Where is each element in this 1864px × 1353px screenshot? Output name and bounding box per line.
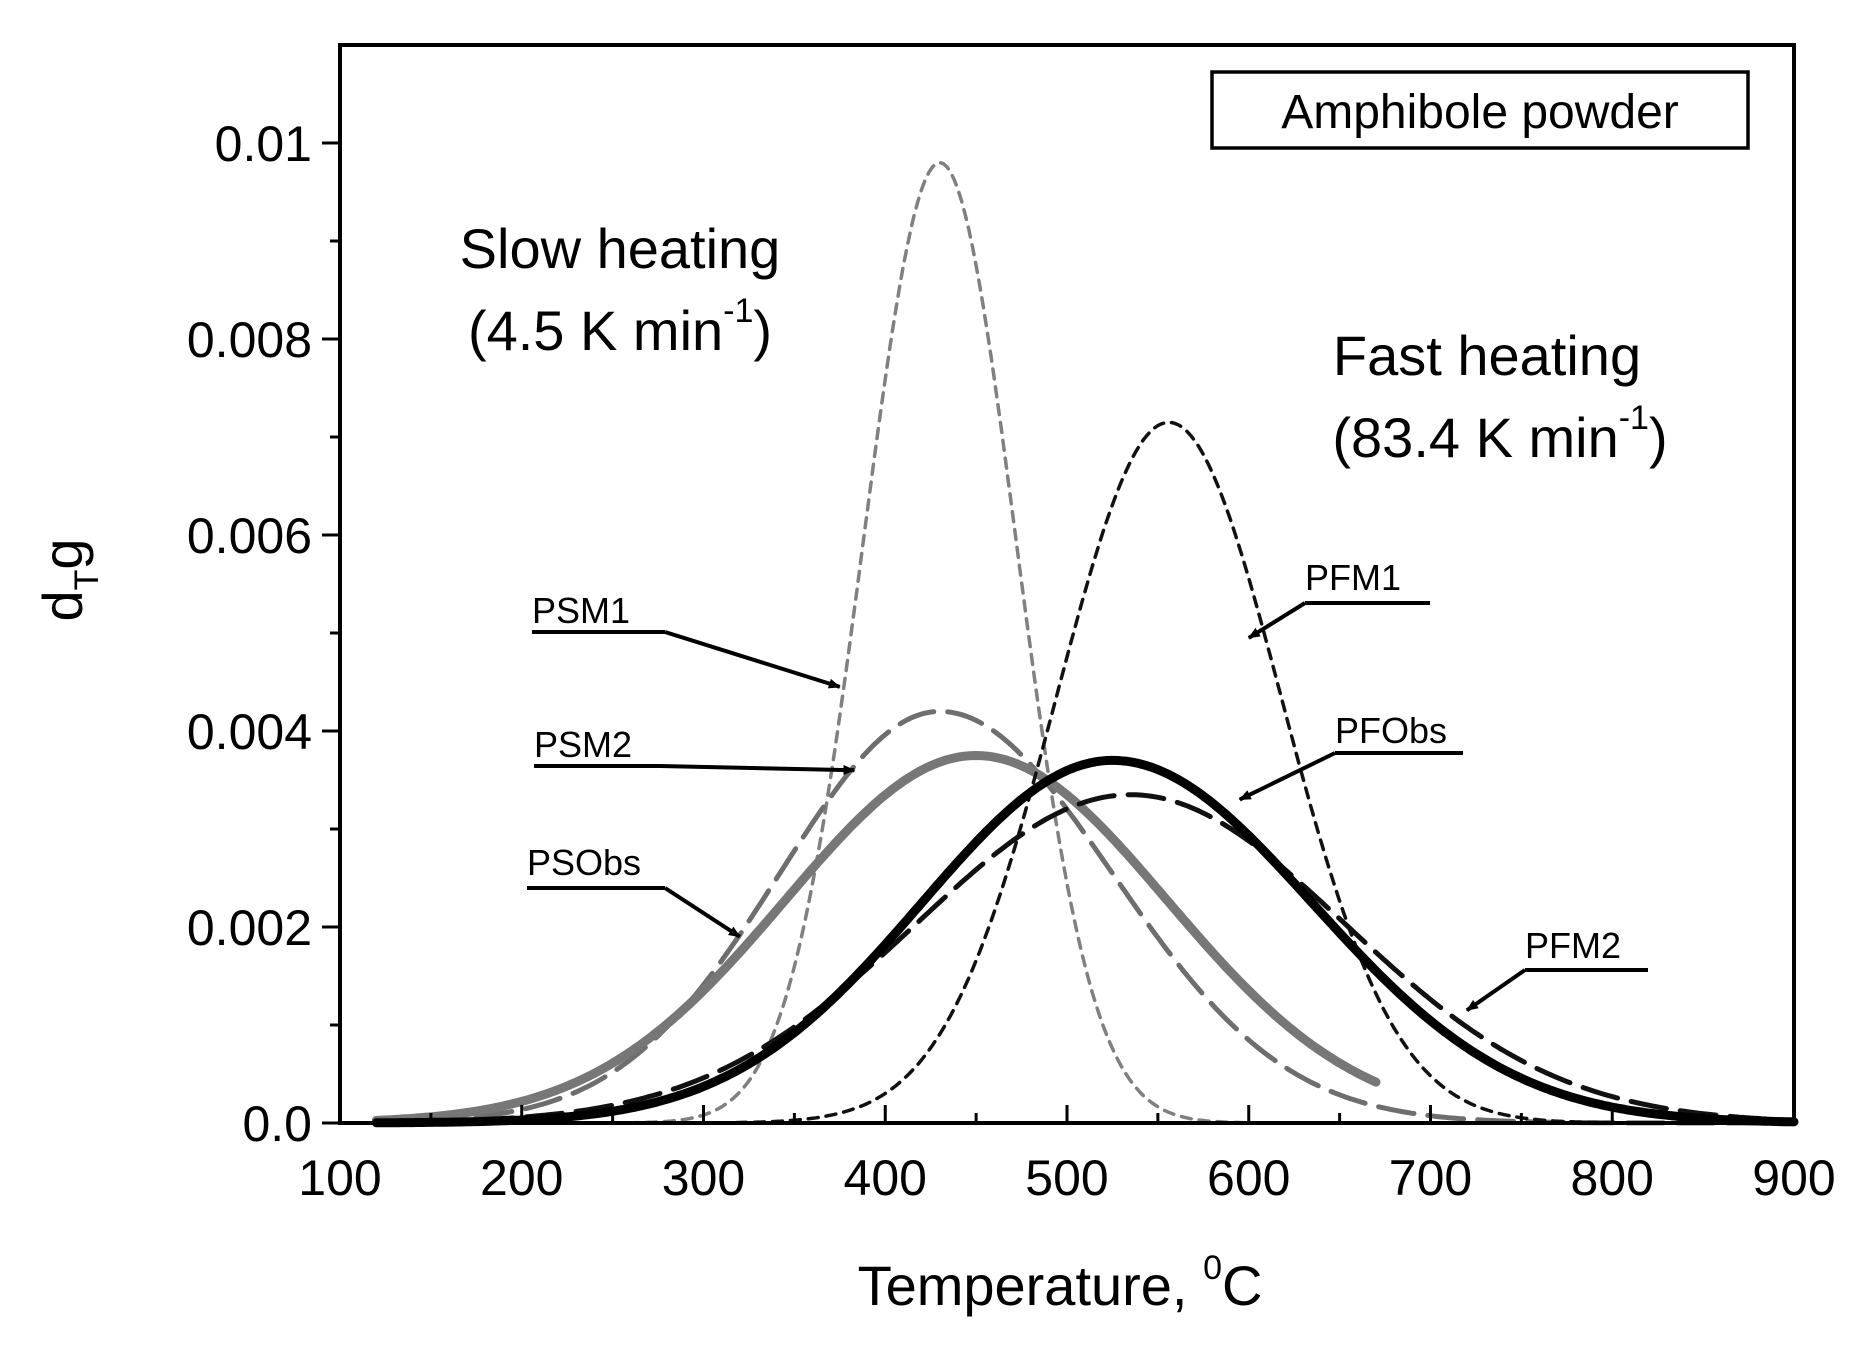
curve-label-text: PFM2 (1525, 925, 1621, 966)
x-axis-title: Temperature, 0C (858, 1249, 1263, 1317)
curve-label-arrow (659, 764, 856, 775)
curve-label-text: PSObs (527, 842, 641, 883)
x-tick-label: 200 (480, 1150, 563, 1206)
legend-text: Amphibole powder (1281, 86, 1679, 139)
series-psobs (371, 751, 1381, 1125)
curve-label-pfobs: PFObs (1238, 710, 1463, 802)
curve-label-arrow (1247, 601, 1307, 640)
x-tick-label: 300 (662, 1150, 745, 1206)
x-tick-label: 400 (844, 1150, 927, 1206)
curve-label-arrow (664, 630, 841, 689)
curve-label-text: PSM2 (534, 724, 632, 765)
series-pfobs (371, 755, 1799, 1128)
curve-label-pfm1: PFM1 (1247, 557, 1430, 640)
curve-label-text: PSM1 (532, 590, 630, 631)
curve-label-arrow (1465, 968, 1527, 1012)
y-axis-ticks: 0.0 0.002 0.004 0.006 0.008 0.01 (187, 116, 340, 1152)
x-tick-label: 700 (1389, 1150, 1472, 1206)
fast-heating-rate: (83.4 K min-1) (1332, 399, 1667, 469)
curve-label-text: PFM1 (1305, 557, 1401, 598)
x-tick-label: 600 (1207, 1150, 1290, 1206)
curve-label-psm2: PSM2 (534, 724, 856, 775)
x-axis-ticks: 100 200 300 400 500 600 700 800 900 (298, 1105, 1836, 1206)
x-tick-label: 900 (1752, 1150, 1835, 1206)
y-tick-label: 0.008 (187, 312, 312, 368)
y-tick-label: 0.002 (187, 900, 312, 956)
curve-label-psm1: PSM1 (532, 590, 841, 689)
y-tick-label: 0.0 (242, 1096, 312, 1152)
y-axis-title: dTg (31, 538, 106, 621)
fast-heating-title: Fast heating (1333, 324, 1641, 387)
curve-label-arrow (1238, 751, 1336, 802)
y-tick-label: 0.006 (187, 508, 312, 564)
slow-heating-rate: (4.5 K min-1) (468, 292, 772, 362)
curve-label-pfm2: PFM2 (1465, 925, 1648, 1012)
series-pfm2 (373, 792, 1797, 1125)
y-tick-label: 0.01 (215, 116, 312, 172)
x-tick-label: 100 (298, 1150, 381, 1206)
curve-label-text: PFObs (1335, 710, 1447, 751)
slow-heating-title: Slow heating (460, 217, 781, 280)
series-pfm1 (374, 420, 1796, 1125)
legend-frame (1210, 70, 1750, 150)
x-tick-label: 500 (1025, 1150, 1108, 1206)
y-tick-label: 0.004 (187, 704, 312, 760)
series-psm2 (373, 708, 1797, 1126)
x-tick-label: 800 (1571, 1150, 1654, 1206)
legend-box: Amphibole powder (1210, 70, 1750, 150)
curve-label-arrow (663, 886, 741, 939)
curve-label-psobs: PSObs (527, 842, 741, 939)
